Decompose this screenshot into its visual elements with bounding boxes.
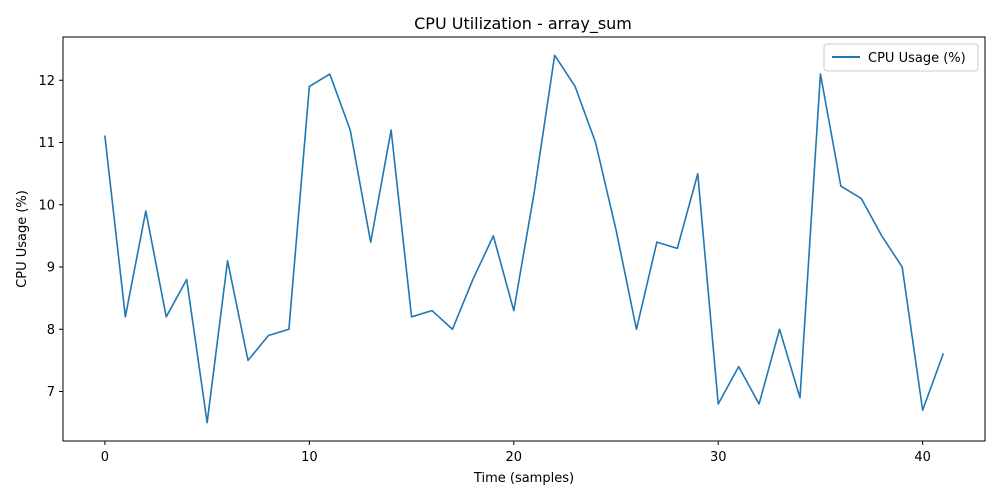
series-line-cpu-usage [104, 54, 945, 424]
legend: CPU Usage (%) [823, 43, 979, 72]
y-tick-label: 7 [47, 385, 55, 400]
y-tick-label: 8 [47, 323, 55, 338]
plot-frame [62, 36, 986, 442]
x-tick-label: 40 [914, 450, 931, 465]
x-tick-label: 20 [506, 450, 523, 465]
x-tick-label: 10 [301, 450, 318, 465]
legend-label: CPU Usage (%) [868, 51, 966, 66]
x-tick-label: 30 [710, 450, 727, 465]
plot-area: 7 8 9 10 11 12 0 10 20 30 40 [38, 36, 986, 465]
x-axis-label: Time (samples) [473, 471, 574, 486]
y-tick-label: 9 [47, 261, 55, 276]
y-axis-ticks: 7 8 9 10 11 12 [38, 74, 63, 400]
chart-title: CPU Utilization - array_sum [414, 14, 632, 34]
series-layer [104, 54, 945, 424]
y-tick-label: 12 [38, 74, 55, 89]
y-tick-label: 10 [38, 198, 55, 213]
y-tick-label: 11 [38, 136, 55, 151]
x-tick-label: 0 [101, 450, 109, 465]
x-axis-ticks: 0 10 20 30 40 [101, 441, 931, 465]
legend-box [823, 43, 979, 72]
y-axis-label: CPU Usage (%) [15, 190, 30, 288]
